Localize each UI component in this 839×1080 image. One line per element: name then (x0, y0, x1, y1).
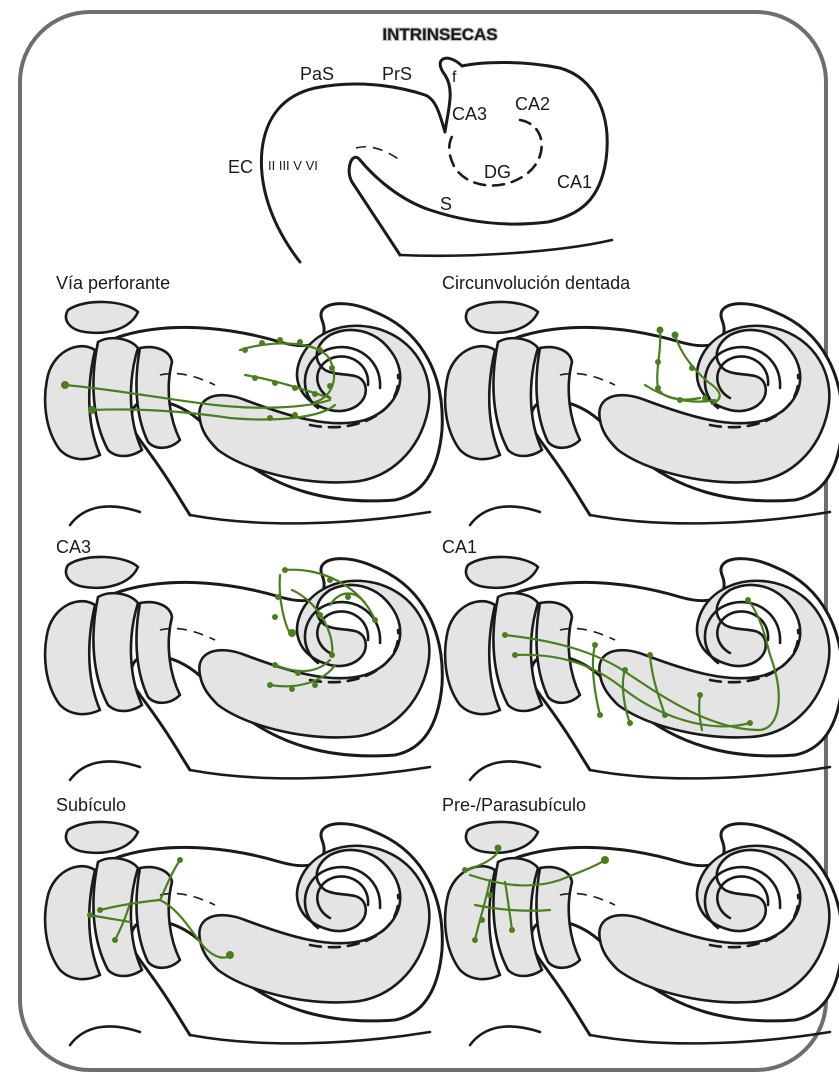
projection-ca1 (502, 597, 780, 732)
panel-subiculo (43, 820, 444, 1047)
projection-ca3 (267, 567, 378, 692)
panel-label-ca3: CA3 (56, 537, 91, 557)
label-pas: PaS (300, 64, 334, 84)
label-f: f (452, 69, 457, 86)
panel-label-pre-parasubiculo: Pre-/Parasubículo (442, 795, 586, 815)
label-ca3: CA3 (452, 104, 487, 124)
overview-schematic (259, 56, 614, 264)
projection-via-perforante (61, 337, 337, 421)
label-ca2: CA2 (515, 94, 550, 114)
projection-subiculo (87, 857, 234, 959)
label-ec: EC (228, 157, 253, 177)
panel-pre-parasubiculo (443, 820, 839, 1047)
projection-circunvolucion-dentada (643, 326, 721, 406)
label-layers: II III V VI (268, 158, 318, 173)
panel-via-perforante (43, 300, 444, 527)
panel-ca1 (443, 555, 839, 782)
projection-pre-parasubiculo (462, 844, 609, 943)
label-s: S (440, 194, 452, 214)
panel-circunvolucion-dentada (443, 300, 839, 527)
figure-title: INTRINSECAS (382, 25, 497, 44)
figure-frame (18, 10, 828, 1072)
label-ca1: CA1 (557, 172, 592, 192)
panel-ca3 (43, 555, 444, 782)
panel-label-subiculo: Subículo (56, 795, 126, 815)
panel-label-circunvolucion-dentada: Circunvolución dentada (442, 273, 631, 293)
label-prs: PrS (382, 64, 412, 84)
label-dg: DG (484, 162, 511, 182)
panel-label-via-perforante: Vía perforante (56, 273, 170, 293)
panel-label-ca1: CA1 (442, 537, 477, 557)
